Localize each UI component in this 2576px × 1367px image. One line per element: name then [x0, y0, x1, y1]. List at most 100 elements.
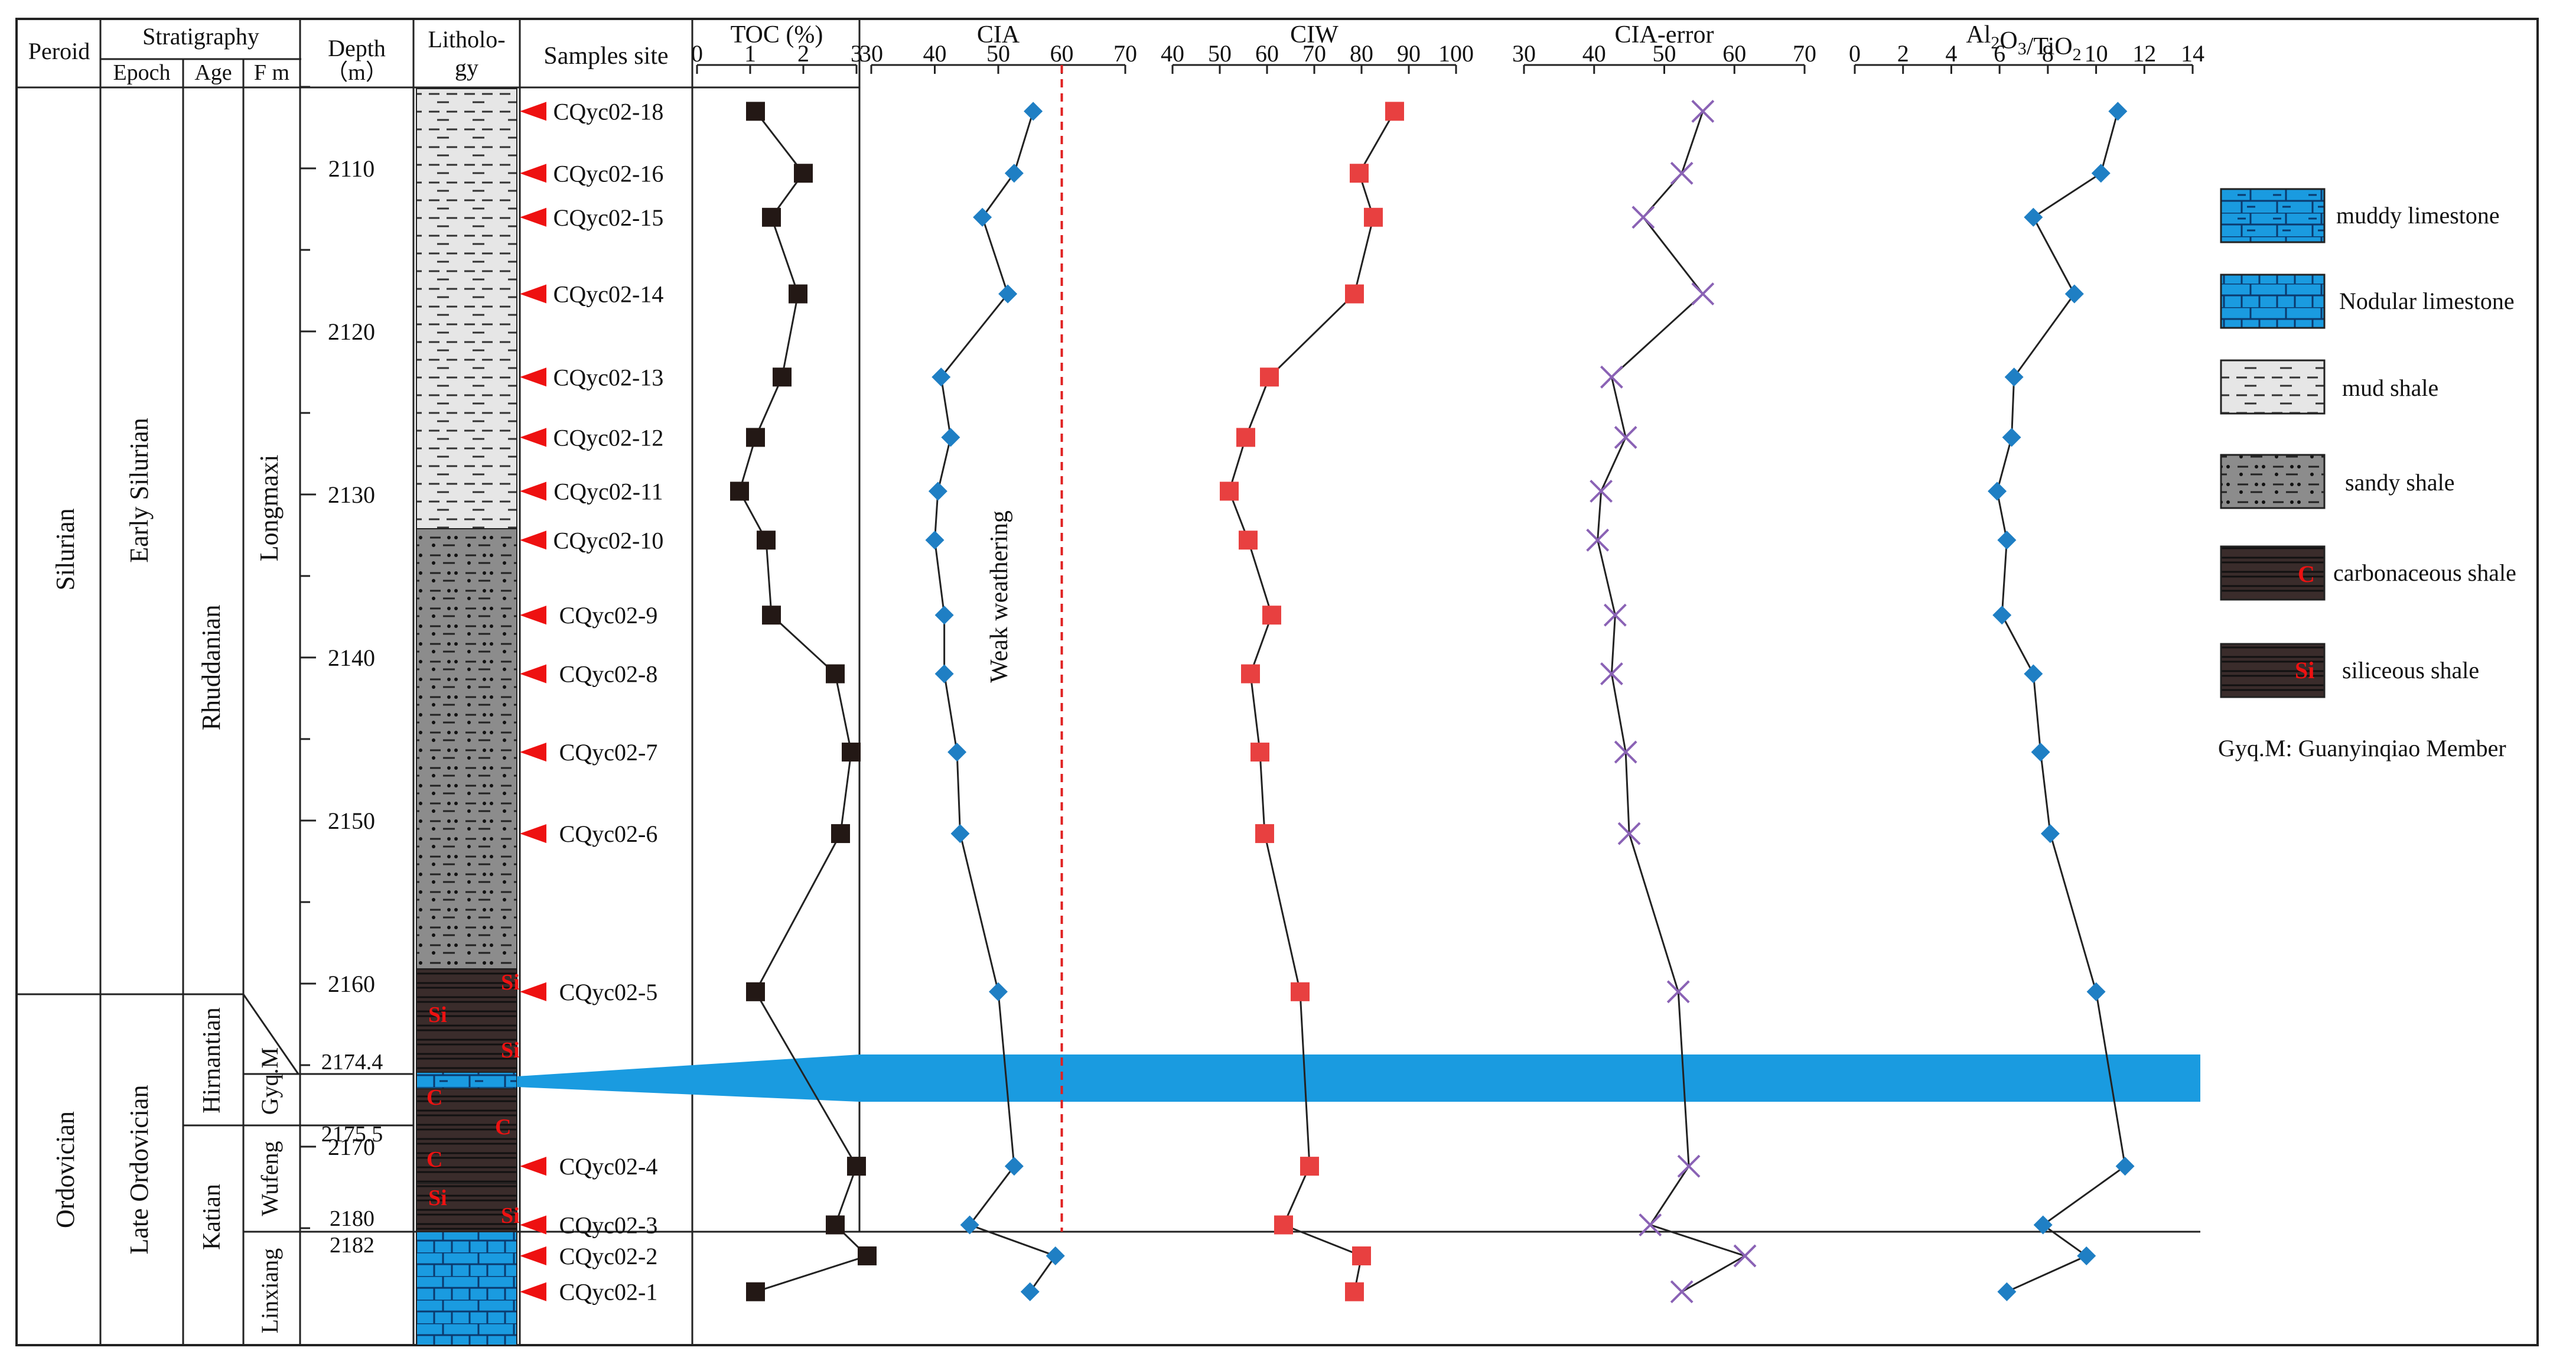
- data-point: [1590, 480, 1613, 503]
- panel-tick-label: 0: [1849, 40, 1861, 67]
- data-point: [2115, 1157, 2135, 1176]
- sample-label: CQyc02-2: [559, 1243, 658, 1270]
- panel-tick-label: 6: [1994, 40, 2005, 67]
- depth-label-2180: 2180: [330, 1206, 374, 1231]
- data-point-stroke: [1670, 1280, 1694, 1304]
- data-point-stroke: [1733, 1244, 1757, 1268]
- lith-mark-c: C: [426, 1085, 442, 1110]
- lith-carbonaceous-shale: [416, 1088, 517, 1184]
- data-point: [934, 664, 954, 684]
- lith-mark-si: Si: [501, 1038, 520, 1063]
- figure-frame: [15, 18, 2539, 1346]
- depth-label-2182: 2182: [330, 1233, 374, 1258]
- data-point: [1241, 664, 1260, 684]
- data-point: [2024, 207, 2043, 227]
- data-point: [989, 982, 1008, 1001]
- data-point: [1260, 367, 1279, 387]
- sample-label: CQyc02-1: [559, 1279, 658, 1306]
- period-silurian: Silurian: [51, 508, 80, 590]
- data-point: [2033, 1215, 2053, 1235]
- data-point: [1220, 481, 1239, 501]
- depth-label-2175-5: 2175.5: [321, 1122, 383, 1147]
- col-header-lithology-2: gy: [455, 54, 478, 81]
- epoch-early-silurian: Early Silurian: [125, 418, 154, 563]
- data-point: [2031, 743, 2050, 762]
- data-point: [746, 982, 765, 1001]
- depth-tick-label: 2160: [328, 971, 375, 997]
- data-point: [1631, 206, 1655, 229]
- age-rhuddanian: Rhuddanian: [197, 605, 226, 731]
- sample-label: CQyc02-13: [553, 364, 664, 390]
- data-point: [941, 428, 960, 447]
- data-point: [826, 664, 845, 684]
- fm-longmaxi: Longmaxi: [255, 455, 284, 562]
- muddy-limestone-band: [517, 1054, 2200, 1102]
- fm-wufeng: Wufeng: [256, 1141, 283, 1216]
- data-point: [998, 284, 1018, 304]
- data-point: [842, 743, 861, 762]
- panel-tick-label: 0: [691, 40, 703, 67]
- legend-label-carbonaceous-shale: carbonaceous shale: [2333, 559, 2516, 586]
- col-header-lithology-1: Litholo-: [428, 26, 505, 53]
- data-point: [2002, 428, 2021, 447]
- data-point: [1691, 99, 1715, 123]
- data-point: [794, 164, 813, 183]
- data-point: [2024, 664, 2043, 684]
- data-point: [1300, 1157, 1319, 1176]
- data-point: [2004, 367, 2024, 387]
- panel-tick-label: 60: [1050, 40, 1074, 67]
- data-point: [831, 824, 850, 844]
- data-point: [1352, 1246, 1371, 1265]
- data-point-stroke: [1691, 282, 1715, 305]
- depth-label-2174-4: 2174.4: [321, 1050, 383, 1075]
- panel-title: TOC (%): [731, 21, 823, 48]
- panel-tick-label: 30: [1512, 40, 1536, 67]
- data-point: [1670, 161, 1694, 185]
- sample-label: CQyc02-12: [553, 424, 664, 451]
- legend-mark-siliceous: Si: [2295, 657, 2314, 684]
- data-point: [1364, 207, 1383, 227]
- age-katian: Katian: [198, 1184, 226, 1250]
- data-point: [1617, 822, 1641, 845]
- data-point: [1020, 1282, 1040, 1301]
- data-point-stroke: [1617, 822, 1641, 845]
- legend-label-sandy-shale: sandy shale: [2345, 469, 2455, 496]
- sample-marker: [520, 102, 546, 121]
- data-point: [858, 1246, 877, 1265]
- data-point: [730, 481, 749, 501]
- panel-tick-label: 50: [1653, 40, 1676, 67]
- data-point: [762, 207, 781, 227]
- panel-tick-label: 60: [1255, 40, 1279, 67]
- sample-marker: [520, 743, 546, 762]
- panel-title: Al2O3/TiO2: [1966, 21, 2081, 64]
- data-point: [928, 481, 947, 501]
- lithology-column: Si Si Si C C C Si Si: [416, 88, 520, 1346]
- sample-marker: [520, 1246, 546, 1265]
- data-point: [960, 1215, 979, 1235]
- data-point-stroke: [1639, 1213, 1662, 1236]
- panel-tick-label: 14: [2181, 40, 2204, 67]
- data-point-stroke: [1603, 603, 1627, 627]
- col-header-depth-unit: （m）: [325, 60, 388, 85]
- data-point: [1639, 1213, 1662, 1236]
- data-point: [1274, 1215, 1293, 1235]
- panel-tick-label: 70: [1302, 40, 1326, 67]
- panel-title-part: 2: [1991, 33, 1999, 53]
- data-point: [789, 284, 807, 304]
- sample-marker: [520, 1157, 546, 1176]
- data-point: [1291, 982, 1310, 1001]
- panel-title-part: Al: [1966, 21, 1991, 48]
- data-point: [757, 530, 776, 550]
- data-point: [1666, 980, 1690, 1004]
- data-point: [1997, 530, 2017, 550]
- data-point: [746, 428, 765, 447]
- panel-tick-label: 40: [923, 40, 947, 67]
- lith-nodular-limestone: [416, 1231, 517, 1346]
- data-point: [973, 207, 992, 227]
- data-point: [1385, 102, 1404, 121]
- data-point: [1677, 1154, 1701, 1178]
- data-point: [1004, 164, 1024, 183]
- data-point: [746, 102, 765, 121]
- data-point: [1670, 1280, 1694, 1304]
- data-point: [1004, 1157, 1024, 1176]
